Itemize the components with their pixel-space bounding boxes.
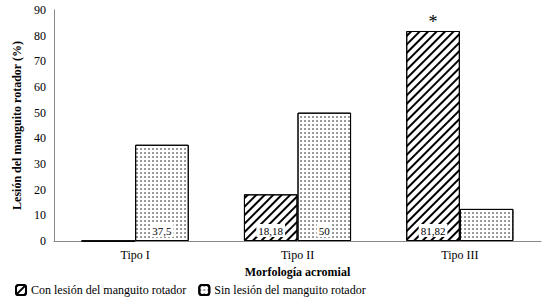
svg-text:60: 60	[34, 80, 46, 94]
svg-text:0: 0	[40, 234, 46, 248]
svg-text:90: 90	[34, 3, 46, 17]
svg-text:Tipo III: Tipo III	[441, 248, 478, 262]
svg-text:10: 10	[34, 208, 46, 222]
svg-text:81,82: 81,82	[421, 225, 446, 237]
svg-text:Lesión del manguito rotador (%: Lesión del manguito rotador (%)	[10, 41, 24, 210]
svg-text:18,18: 18,18	[258, 225, 283, 237]
svg-text:Morfología acromial: Morfología acromial	[245, 265, 351, 279]
svg-text:Tipo II: Tipo II	[281, 248, 314, 262]
svg-text:70: 70	[34, 54, 46, 68]
svg-text:50: 50	[319, 225, 331, 237]
svg-text:50: 50	[34, 106, 46, 120]
svg-text:20: 20	[34, 183, 46, 197]
svg-text:Con lesión del manguito rotado: Con lesión del manguito rotador	[31, 283, 186, 297]
svg-text:*: *	[429, 12, 438, 32]
svg-text:Tipo I: Tipo I	[121, 248, 150, 262]
svg-text:40: 40	[34, 131, 46, 145]
svg-text:Sin lesión del manguito rotado: Sin lesión del manguito rotador	[214, 283, 365, 297]
svg-text:80: 80	[34, 29, 46, 43]
svg-text:30: 30	[34, 157, 46, 171]
svg-text:37,5: 37,5	[152, 225, 172, 237]
